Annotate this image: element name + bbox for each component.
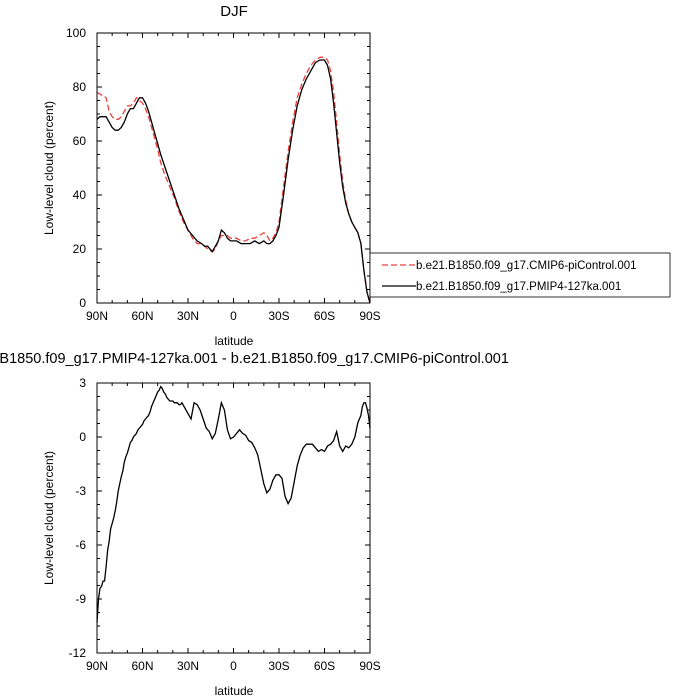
legend-label-1: b.e21.B1850.f09_g17.CMIP6-piControl.001 [416,260,637,272]
y-tick-label: 3 [79,376,86,390]
plot-frame-bottom [96,382,371,654]
y-tick-label: -3 [75,484,86,498]
x-tick-label: 30S [268,659,289,673]
panel-bottom: b.e21.B1850.f09_g17.PMIP4-127ka.001 - b.… [0,351,509,698]
series-line-1 [96,385,371,623]
axes-top: 90N 60N 30N 0 30S 60S 90S 0 20 40 60 80 100 [66,26,381,323]
x-tick-label: 60S [314,659,335,673]
panel-top: DJF 90N 60N 30N 0 30S 60S 90S 0 20 40 60 80 100 lati… [42,3,671,348]
y-tick-label: 100 [66,26,86,40]
x-tick-label: 30N [177,659,199,673]
y-tick-label: 60 [73,134,87,148]
y-axis-label-top: Low-level cloud (percent) [42,101,56,235]
y-tick-label: 20 [73,242,87,256]
x-tick-label: 60N [131,309,153,323]
x-axis-label-bottom: latitude [215,684,254,698]
y-tick-label: -9 [75,592,86,606]
y-tick-label: 40 [73,188,87,202]
plot-area-bottom [96,385,371,623]
x-tick-label: 90S [359,309,380,323]
x-tick-label: 30N [177,309,199,323]
axes-bottom: 90N 60N 30N 0 30S 60S 90S -12 -9 -6 -3 0 3 [69,376,381,673]
x-tick-label: 60N [131,659,153,673]
chart-title: DJF [220,3,248,20]
y-tick-label: -12 [69,646,87,660]
y-tick-label: 0 [79,296,86,310]
x-tick-label: 0 [230,309,237,323]
x-axis-label-top: latitude [215,334,254,348]
y-tick-label: 80 [73,80,87,94]
x-tick-label: 0 [230,659,237,673]
x-tick-label: 30S [268,309,289,323]
x-tick-label: 90S [359,659,380,673]
y-axis-label-bottom: Low-level cloud (percent) [42,451,56,585]
x-tick-label: 90N [86,659,108,673]
x-tick-label: 90N [86,309,108,323]
legend-label-2: b.e21.B1850.f09_g17.PMIP4-127ka.001 [416,281,621,293]
x-tick-label: 60S [314,309,335,323]
series-line-2 [96,59,371,304]
y-tick-label: 0 [79,430,86,444]
chart-title-diff: b.e21.B1850.f09_g17.PMIP4-127ka.001 - b.… [0,351,509,367]
series-line-1 [96,56,371,304]
legend-box [369,252,671,298]
plot-area-top [96,56,371,304]
legend: b.e21.B1850.f09_g17.CMIP6-piControl.001 … [369,252,671,298]
y-tick-label: -6 [75,538,86,552]
